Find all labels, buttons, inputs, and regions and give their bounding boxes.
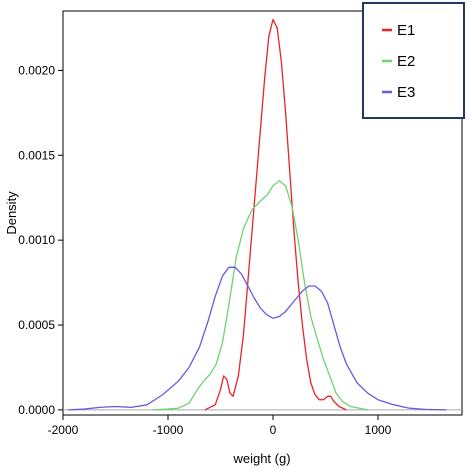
y-tick-label: 0.0000 bbox=[18, 403, 55, 417]
y-tick-label: 0.0005 bbox=[18, 318, 55, 332]
x-tick-label: 0 bbox=[270, 423, 277, 437]
legend-label-e1: E1 bbox=[397, 22, 415, 39]
series-layer bbox=[68, 18, 447, 411]
x-tick-label: 1000 bbox=[365, 423, 392, 437]
y-tick-label: 0.0020 bbox=[18, 63, 55, 77]
y-axis-title: Density bbox=[4, 191, 19, 235]
y-tick-label: 0.0010 bbox=[18, 233, 55, 247]
series-e2-line bbox=[152, 180, 368, 411]
y-tick-label: 0.0015 bbox=[18, 148, 55, 162]
x-axis-title: weight (g) bbox=[232, 451, 290, 466]
legend-label-e2: E2 bbox=[397, 53, 415, 70]
x-axis: -2000 -1000 0 1000 bbox=[48, 415, 392, 437]
legend-box bbox=[362, 2, 465, 119]
x-tick-label: -2000 bbox=[48, 423, 79, 437]
plot-frame bbox=[62, 10, 463, 416]
legend: E1 E2 E3 bbox=[362, 2, 465, 119]
x-tick-label: -1000 bbox=[153, 423, 184, 437]
series-e1-line bbox=[204, 18, 347, 411]
y-axis: 0.0000 0.0005 0.0010 0.0015 0.0020 bbox=[18, 63, 63, 417]
legend-label-e3: E3 bbox=[397, 84, 415, 101]
series-e3-line bbox=[68, 266, 447, 411]
